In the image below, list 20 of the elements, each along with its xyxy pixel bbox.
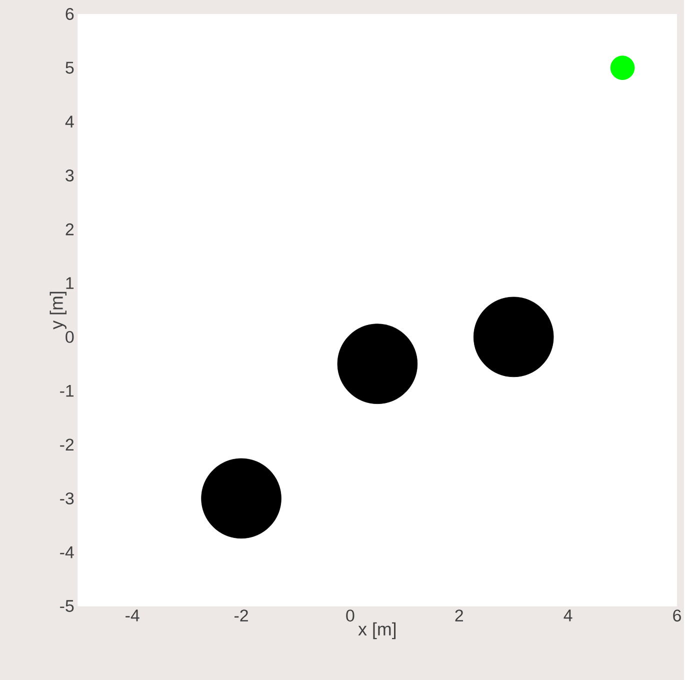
y-tick-label: -3 [60,492,74,504]
y-tick-label: -4 [60,546,74,558]
x-axis-title: x [m] [358,622,396,640]
y-tick-label: 0 [66,330,74,343]
y-tick-label: -2 [60,438,74,451]
y-tick-label: 2 [66,223,74,236]
y-tick-label: 5 [66,62,74,74]
x-tick-label: 4 [564,610,572,622]
y-tick-label: 6 [66,8,74,20]
y-tick-label: 1 [66,277,74,289]
x-tick-label: -4 [126,610,140,622]
x-tick-label: 6 [673,610,681,622]
x-tick-label: 2 [455,610,463,622]
y-tick-label: 4 [65,116,74,128]
y-tick-label: -1 [60,384,74,397]
x-tick-label: 0 [346,610,354,622]
x-tick-label: -2 [234,610,248,622]
y-tick-label: 3 [66,169,74,182]
y-axis-title: y [m] [50,292,66,330]
y-tick-label: -5 [60,600,74,612]
